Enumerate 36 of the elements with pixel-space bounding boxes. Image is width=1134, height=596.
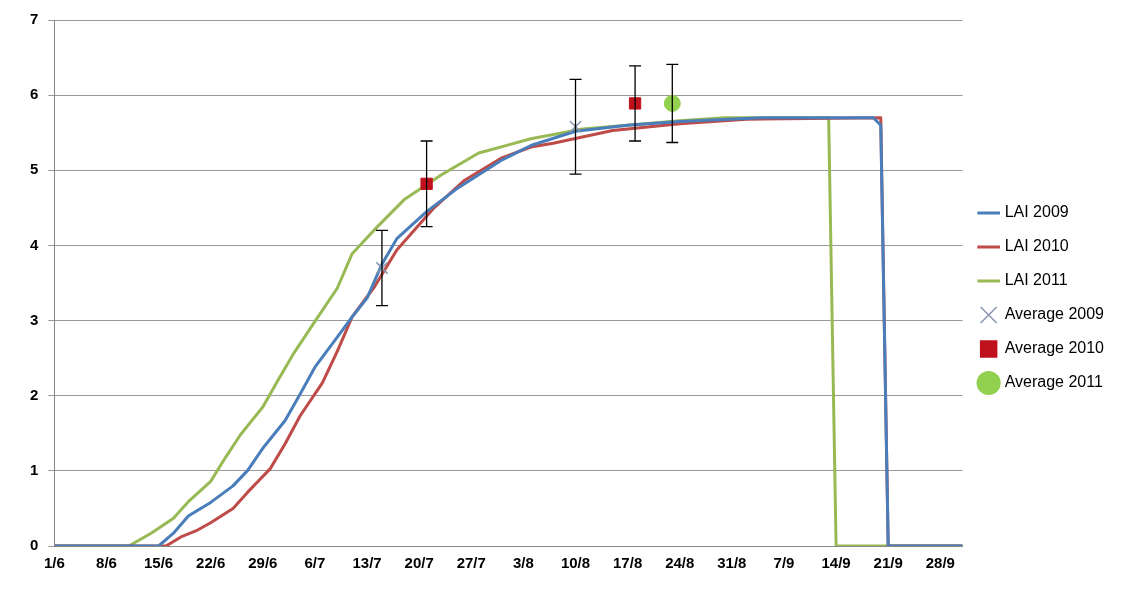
legend-label: Average 2010 bbox=[1004, 339, 1105, 357]
x-tick-label: 22/6 bbox=[196, 554, 226, 572]
point bbox=[663, 94, 681, 112]
legend-label: LAI 2009 bbox=[1004, 203, 1069, 221]
y-tick-label: 0 bbox=[30, 536, 39, 554]
y-tick-label: 4 bbox=[30, 235, 39, 253]
x-tick-label: 21/9 bbox=[873, 554, 903, 572]
y-tick-label: 5 bbox=[30, 160, 39, 178]
legend-label: Average 2011 bbox=[1004, 373, 1103, 391]
x-tick-label: 17/8 bbox=[613, 554, 643, 572]
x-tick-label: 24/8 bbox=[665, 554, 695, 572]
x-tick-label: 3/8 bbox=[512, 554, 534, 572]
x-tick-label: 14/9 bbox=[821, 554, 851, 572]
point bbox=[420, 177, 433, 190]
x-tick-label: 20/7 bbox=[404, 554, 434, 572]
y-tick-label: 3 bbox=[30, 310, 39, 328]
x-tick-label: 7/9 bbox=[773, 554, 795, 572]
x-tick-label: 8/6 bbox=[96, 554, 117, 572]
x-tick-label: 6/7 bbox=[304, 554, 326, 572]
x-tick-label: 1/6 bbox=[43, 554, 65, 572]
x-tick-label: 31/8 bbox=[717, 554, 747, 572]
legend-label: Average 2009 bbox=[1004, 305, 1105, 323]
y-tick-label: 2 bbox=[30, 385, 39, 403]
legend-label: LAI 2010 bbox=[1004, 237, 1069, 255]
legend-label: LAI 2011 bbox=[1004, 271, 1068, 289]
x-tick-label: 27/7 bbox=[456, 554, 486, 572]
y-tick-label: 1 bbox=[30, 461, 39, 478]
x-tick-label: 15/6 bbox=[143, 554, 174, 572]
y-tick-label: 6 bbox=[30, 85, 39, 103]
x-tick-label: 10/8 bbox=[560, 554, 591, 572]
x-tick-label: 28/9 bbox=[925, 554, 955, 572]
y-tick-label: 7 bbox=[30, 10, 39, 28]
point bbox=[569, 120, 582, 134]
point bbox=[375, 261, 389, 275]
x-tick-label: 13/7 bbox=[352, 554, 382, 572]
x-tick-label: 29/6 bbox=[248, 554, 278, 572]
